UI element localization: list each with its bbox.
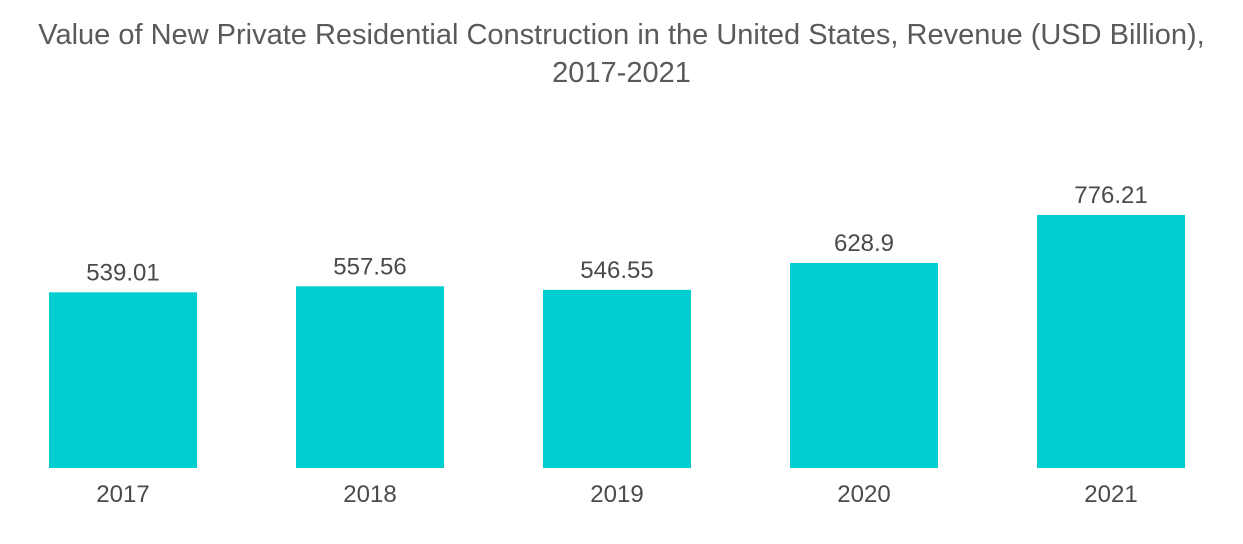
x-tick-2020: 2020 xyxy=(837,481,890,508)
value-label-2019: 546.55 xyxy=(580,257,653,284)
bars-group xyxy=(49,215,1185,468)
x-tick-2021: 2021 xyxy=(1084,481,1137,508)
chart-title: Value of New Private Residential Constru… xyxy=(0,16,1243,92)
value-label-2021: 776.21 xyxy=(1074,182,1147,209)
x-axis-tick-labels: 2017 2018 2019 2020 2021 xyxy=(96,481,1137,508)
x-tick-2018: 2018 xyxy=(343,481,396,508)
bar-2020 xyxy=(790,263,938,468)
bar-2021 xyxy=(1037,215,1185,468)
bar-2017 xyxy=(49,292,197,468)
value-label-2018: 557.56 xyxy=(333,253,406,280)
chart-title-line-2: 2017-2021 xyxy=(552,57,691,89)
x-tick-2017: 2017 xyxy=(96,481,149,508)
value-label-2017: 539.01 xyxy=(86,259,159,286)
chart-title-line-1: Value of New Private Residential Constru… xyxy=(38,19,1205,51)
bar-2019 xyxy=(543,289,691,468)
value-labels-group: 539.01 557.56 546.55 628.9 776.21 xyxy=(86,182,1147,286)
x-tick-2019: 2019 xyxy=(590,481,643,508)
value-label-2020: 628.9 xyxy=(834,230,894,257)
bar-2018 xyxy=(296,286,444,468)
